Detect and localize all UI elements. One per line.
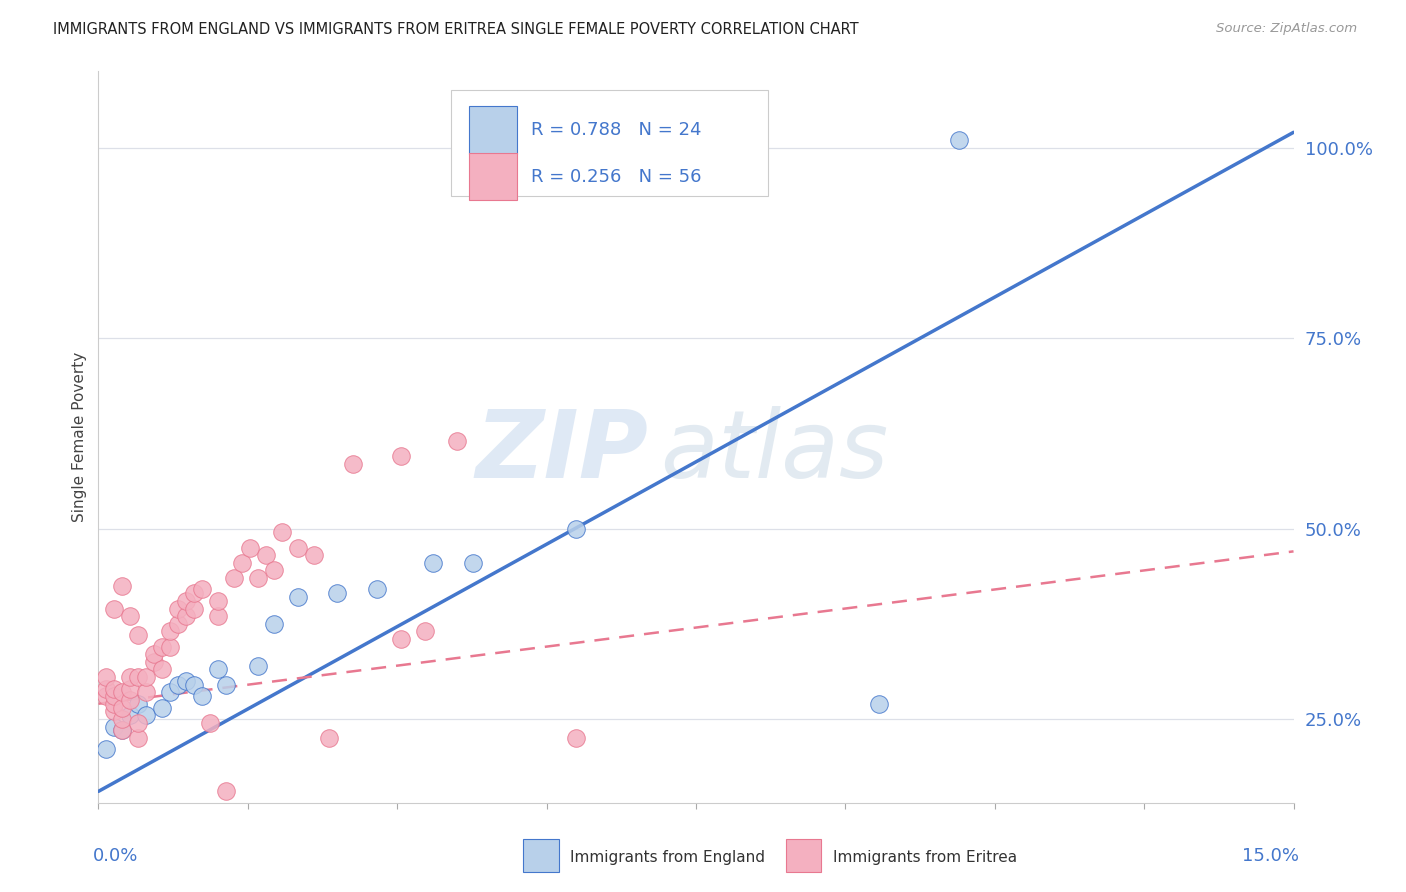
Point [159,685,181,699]
Point [174,673,197,688]
Point [422,556,444,570]
Bar [523,839,558,872]
Point [948,133,970,147]
Point [111,685,134,699]
Point [96,681,118,696]
Point [120,670,142,684]
Point [120,681,142,696]
Point [120,609,142,624]
Point [246,658,269,673]
Point [135,708,157,723]
Point [127,670,149,684]
Point [96,689,118,703]
Point [143,647,166,661]
Text: R = 0.788   N = 24: R = 0.788 N = 24 [531,121,702,139]
Point [96,742,118,756]
FancyBboxPatch shape [451,90,768,195]
Point [239,541,262,555]
Point [326,586,349,600]
Point [254,548,277,562]
Point [191,689,214,703]
Point [263,563,285,577]
Point [111,712,134,726]
Bar [470,153,517,201]
Bar [786,839,821,872]
Bar [470,106,517,153]
Point [127,628,149,642]
Point [446,434,468,448]
Point [183,601,205,615]
Point [366,582,388,597]
Point [103,689,125,703]
Point [111,723,134,738]
Point [461,556,484,570]
Point [287,590,309,604]
Point [389,632,412,646]
Text: 15.0%: 15.0% [1243,847,1299,864]
Point [413,624,436,639]
Point [150,663,173,677]
Point [103,705,125,719]
Text: atlas: atlas [661,406,889,497]
Point [120,708,142,723]
Point [150,700,173,714]
Point [318,731,340,745]
Point [183,586,205,600]
Point [174,594,197,608]
Point [207,594,229,608]
Point [207,663,229,677]
Point [159,640,181,654]
Point [215,784,238,798]
Point [342,457,364,471]
Text: ZIP: ZIP [475,406,648,498]
Point [167,601,190,615]
Y-axis label: Single Female Poverty: Single Female Poverty [72,352,87,522]
Point [287,541,309,555]
Point [246,571,269,585]
Point [263,616,285,631]
Point [198,715,221,730]
Text: 0.0%: 0.0% [93,847,138,864]
Text: Immigrants from England: Immigrants from England [571,850,765,865]
Text: IMMIGRANTS FROM ENGLAND VS IMMIGRANTS FROM ERITREA SINGLE FEMALE POVERTY CORRELA: IMMIGRANTS FROM ENGLAND VS IMMIGRANTS FR… [53,22,859,37]
Point [167,678,190,692]
Text: R = 0.256   N = 56: R = 0.256 N = 56 [531,168,702,186]
Point [111,723,134,738]
Point [103,681,125,696]
Point [270,525,292,540]
Point [191,582,214,597]
Point [868,697,890,711]
Point [135,670,157,684]
Point [150,640,173,654]
Point [167,616,190,631]
Point [207,609,229,624]
Point [120,693,142,707]
Point [183,678,205,692]
Point [111,700,134,714]
Point [174,609,197,624]
Point [565,521,588,535]
Point [103,697,125,711]
Point [127,715,149,730]
Point [222,571,245,585]
Point [143,655,166,669]
Point [127,731,149,745]
Point [159,624,181,639]
Point [215,678,238,692]
Point [103,720,125,734]
Point [565,731,588,745]
Point [127,697,149,711]
Text: Source: ZipAtlas.com: Source: ZipAtlas.com [1216,22,1357,36]
Point [302,548,325,562]
Point [389,449,412,463]
Point [231,556,253,570]
Point [103,601,125,615]
Point [96,670,118,684]
Point [111,579,134,593]
Point [135,685,157,699]
Text: Immigrants from Eritrea: Immigrants from Eritrea [834,850,1018,865]
